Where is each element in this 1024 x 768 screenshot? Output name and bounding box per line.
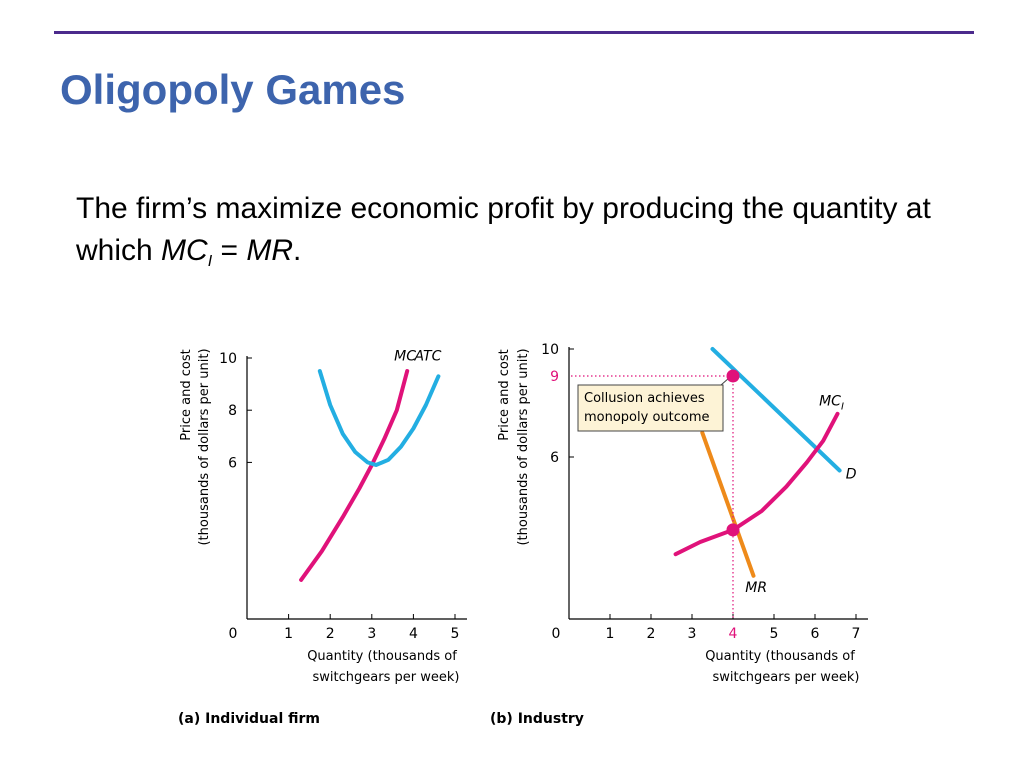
panel-b-ylabel-line2: (thousands of dollars per unit) [516, 348, 531, 545]
panel-b-series-mc-i [673, 411, 840, 557]
panel-b-label-mr: MR [745, 580, 767, 596]
panel-a-curve-label: MC [394, 349, 416, 365]
panel-a-origin-label: 0 [229, 626, 238, 642]
panel-b-label-d: D [846, 467, 857, 483]
panel-a-y-tick-label: 8 [228, 403, 237, 419]
panel-b-highlight-price-label: 9 [550, 369, 559, 385]
body-text: The firm’s maximize economic profit by p… [76, 188, 936, 283]
panel-a-x-tick-label: 1 [284, 626, 293, 642]
panel-b-xlabel-line2: switchgears per week) [713, 670, 860, 685]
panel-industry: 1 2 3 4 5 6 7 6 10 9 D MR MCI Price and cost (thousa… [490, 342, 868, 727]
panel-a-series-atc [317, 369, 441, 467]
panel-b-equilibrium-point [726, 523, 740, 537]
panel-a-curve-label: ATC [414, 349, 442, 365]
panel-b-xlabel-line1: Quantity (thousands of [705, 649, 855, 664]
panel-a-ylabel-line2: (thousands of dollars per unit) [197, 348, 212, 545]
body-text-lead: The firm’s maximize economic profit by p… [76, 192, 931, 267]
panel-a-y-tick-label: 6 [228, 455, 237, 471]
panel-b-label-mc-i-subscript: I [841, 402, 844, 413]
panel-a-x-tick-label: 2 [326, 626, 335, 642]
panel-b-label: (b) Industry [490, 711, 584, 727]
panel-b-x-tick-label: 3 [688, 626, 697, 642]
panel-b-equilibrium-point [726, 369, 740, 383]
collusion-callout: Collusion achieves monopoly outcome [577, 384, 724, 432]
panel-a-xlabel-line1: Quantity (thousands of [307, 649, 457, 664]
panel-b-x-tick-label: 2 [647, 626, 656, 642]
body-text-equals: = [212, 234, 247, 267]
body-text-period: . [293, 234, 302, 267]
slide-title: Oligopoly Games [60, 66, 406, 113]
panel-b-series-d [710, 347, 842, 473]
panel-a-x-tick-label: 5 [451, 626, 460, 642]
panel-b-y-tick-label: 6 [550, 450, 559, 466]
panel-b-x-tick-label: 6 [811, 626, 820, 642]
panel-b-x-tick-label: 7 [852, 626, 861, 642]
panel-b-plot: 1 2 3 4 5 6 7 6 10 9 D MR MCI [541, 342, 868, 642]
panel-a-xlabel-line2: switchgears per week) [313, 670, 460, 685]
panel-a-label: (a) Individual firm [178, 711, 320, 727]
panel-b-x-tick-label: 5 [770, 626, 779, 642]
panel-b-ylabel-line1: Price and cost [497, 349, 512, 440]
panel-a-x-tick-label: 3 [367, 626, 376, 642]
top-rule [54, 31, 974, 34]
panel-b-origin-label: 0 [552, 626, 561, 642]
panel-b-x-tick-label: 4 [729, 626, 738, 642]
panel-a-x-tick-label: 4 [409, 626, 418, 642]
callout-box [577, 384, 724, 432]
panel-b-x-tick-label: 1 [606, 626, 615, 642]
callout-line2: monopoly outcome [584, 410, 710, 425]
panel-a-y-tick-label: 10 [219, 351, 237, 367]
body-text-mc-subscript: I [207, 253, 213, 270]
body-text-mc: MC [161, 234, 208, 267]
panel-a-series-mc [299, 369, 410, 582]
panel-b-series-mr [700, 430, 756, 578]
panel-a-ylabel-line1: Price and cost [179, 349, 194, 440]
panel-b-label-mc-i: MCI [819, 394, 844, 413]
callout-line1: Collusion achieves [584, 391, 705, 406]
body-text-mr: MR [246, 234, 294, 267]
panel-b-y-tick-label: 10 [541, 342, 559, 358]
